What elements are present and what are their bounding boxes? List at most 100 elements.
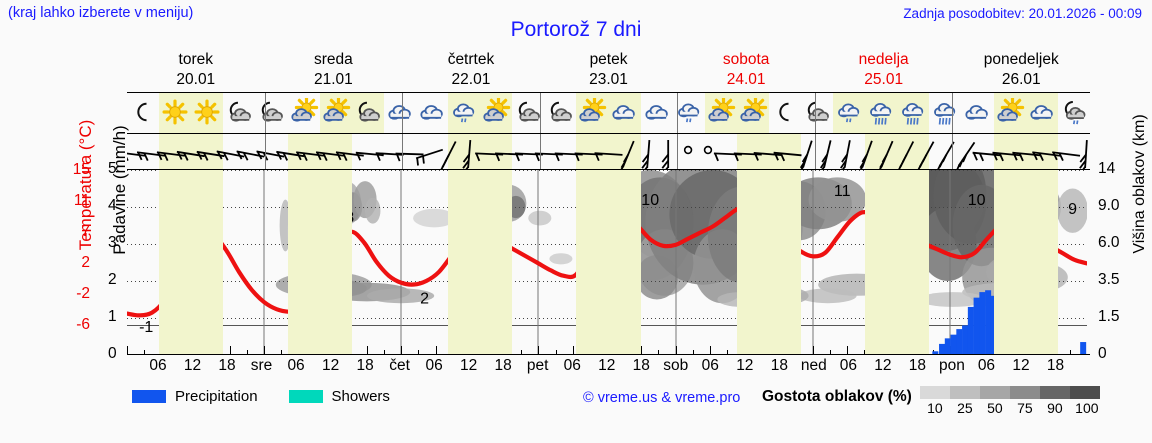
day-name: ponedeljek [983,51,1059,68]
day-separator [402,93,403,133]
daylight-band [287,170,352,354]
daylight-band [736,170,802,354]
day-separator [540,93,541,133]
hour-label-18: 18 [908,357,927,374]
cloud-density-legend: Gostota oblakov (%) 10 25 50 75 90 100 [762,386,1104,416]
hour-label-12: 12 [321,357,340,374]
weather-icon-sun [191,93,224,133]
day-date: 20.01 [176,71,216,88]
day-header-torek: torek 20.01 [127,50,265,92]
hour-label-12: 12 [736,357,754,374]
cloud-density-swatch [919,386,950,399]
weather-icon-moon-cloud [351,93,384,133]
cloud-height-axis-title: Višina oblakov (km) [1131,114,1148,254]
temperature-tick-11: 11 [73,192,90,209]
weather-icon-cloud [961,93,993,133]
cloud-density-value: 10 [927,400,943,416]
weather-icon-cloud [1025,93,1058,133]
day-header-bar: torek 20.01 sreda 21.01 četrtek 22.01 petek 23.… [127,50,1090,92]
precipitation-tick-0: 0 [108,345,117,362]
credit-link[interactable]: © vreme.us & vreme.pro [583,390,741,406]
wind-barbs [127,139,1088,169]
temperature-value-label: 11 [834,183,851,200]
weather-icon-cloud-rain [865,93,898,133]
weather-icon-moon [769,93,801,133]
day-header-sobota: sobota 24.01 [677,50,815,92]
hour-label-06: 06 [977,357,996,374]
daylight-band [287,134,352,169]
temperature-value-label: 2 [420,291,429,308]
hour-label-06: 06 [425,357,443,374]
cloud-height-tick-0: 0 [1098,345,1107,362]
series-legend: Precipitation Showers [132,388,412,405]
day-name: torek [178,51,214,68]
day-header-sreda: sreda 21.01 [265,50,403,92]
temperature-tick--2: -2 [76,285,90,302]
cloud-density-value: 90 [1047,400,1063,416]
precipitation-swatch [132,390,166,403]
daylight-band [993,134,1058,169]
hour-label-12: 12 [183,357,202,374]
day-name: sreda [313,51,353,68]
weather-icon-cloud-drizzle [447,93,481,133]
weather-icon-moon-cloud [223,93,255,133]
weather-icon-moon-cloud [512,93,544,133]
daylight-band [865,134,930,169]
cloud-density-gradient-bar [919,386,1104,399]
temperature-tick--6: -6 [76,316,90,333]
precipitation-tick-5: 5 [108,160,117,177]
hour-label-sre: sre [250,357,273,374]
weather-icon-sun-cloud [576,93,609,133]
hour-label-06: 06 [701,357,719,374]
daylight-band [736,134,802,169]
weather-icon-cloud-rain [929,93,961,133]
day-separator [815,93,816,133]
wind-barb-row [127,134,1090,170]
weather-icon-sun-cloud [704,93,737,133]
daylight-band [448,170,513,354]
hour-label-12: 12 [598,357,616,374]
hour-label-sob: sob [663,357,689,374]
day-separator [952,93,953,133]
weather-icon-cloud-rain [897,93,930,133]
cloud-density-value: 100 [1075,400,1099,416]
hour-label-12: 12 [1012,357,1030,374]
weather-icon-sun-cloud [736,93,769,133]
temperature-tick-2: 2 [81,254,90,271]
weather-icon-moon-cloud [801,93,833,133]
day-separator [815,134,816,169]
daylight-band [865,170,930,354]
hour-label-18: 18 [494,357,512,374]
day-name: nedelja [858,51,909,68]
weather-icon-cloud-drizzle [833,93,866,133]
cloud-height-tick-1.5: 1.5 [1098,308,1120,325]
hour-axis-labels: 06 12 18 sre 06 12 18 čet 06 12 18 pet 06 12 18 sob 06 12… [127,357,1090,379]
cloud-height-tick-6.0: 6.0 [1098,234,1120,251]
cloud-density-value: 75 [1017,400,1033,416]
day-date: 24.01 [726,71,766,88]
page-title: Portorož 7 dni [510,18,642,41]
cloud-density-value: 50 [987,400,1003,416]
last-updated: Zadnja posodobitev: 20.01.2026 - 00:09 [903,6,1142,21]
hour-label-06: 06 [149,357,167,374]
weather-icon-sun-cloud [319,93,352,133]
temperature-value-label: 10 [641,192,659,209]
weather-icon-sun [159,93,192,133]
weather-icon-moon-cloud [255,93,287,133]
day-date: 23.01 [589,71,628,88]
day-date: 26.01 [1001,71,1041,88]
cloud-height-tick-3.5: 3.5 [1098,271,1120,288]
day-separator [265,134,266,169]
hour-label-06: 06 [563,357,581,374]
daylight-band [159,134,224,169]
cloud-density-gradient: 10 25 50 75 90 100 [919,386,1104,416]
hour-label-18: 18 [218,357,236,374]
daylight-band [448,134,513,169]
temperature-value-label: 9 [1068,201,1077,218]
weather-icon-sun-cloud [287,93,319,133]
precipitation-tick-1: 1 [108,308,117,325]
day-header-četrtek: četrtek 22.01 [402,50,540,92]
temperature-value-label: 10 [968,192,986,209]
location-menu-note: (kraj lahko izberete v meniju) [8,5,194,21]
